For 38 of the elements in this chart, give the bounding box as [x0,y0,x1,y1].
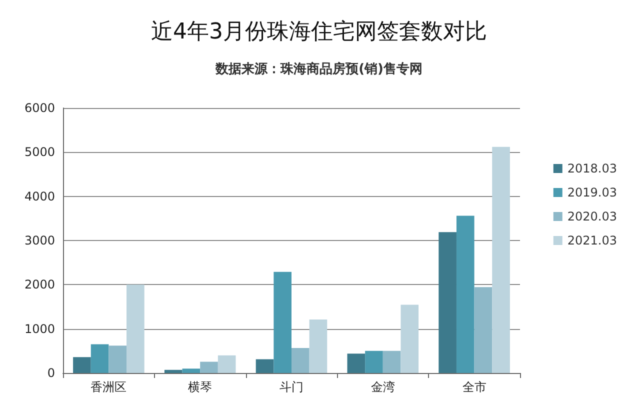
bar [474,287,492,373]
x-tick-label: 全市 [462,380,486,394]
x-tick-label: 横琴 [188,380,212,394]
bar [256,359,274,373]
y-tick-label: 2000 [24,278,55,292]
bar [456,216,474,373]
bar [274,272,292,373]
bar [309,320,328,373]
x-tick-label: 斗门 [280,380,304,394]
bar [90,344,109,373]
legend-label: 2018.03 [567,162,617,176]
y-tick-label: 4000 [24,189,55,204]
bar [382,350,401,373]
legend-label: 2020.03 [567,210,617,224]
chart-title: 近4年3月份珠海住宅网签套数对比 [151,20,487,44]
legend-label: 2019.03 [567,186,617,200]
bar [365,350,383,373]
bar [182,368,200,373]
y-tick-label: 1000 [24,322,55,336]
bar [347,354,366,373]
bar [164,370,182,373]
bar [218,355,236,373]
y-tick-label: 0 [47,366,55,380]
bar [492,146,510,373]
bar [400,304,419,373]
y-tick-label: 5000 [24,145,55,160]
bar [108,346,127,373]
chart-subtitle: 数据来源：珠海商品房预(销)售专网 [214,61,422,77]
bar [73,357,91,373]
x-tick-label: 香洲区 [90,380,127,394]
x-tick-label: 金湾 [370,380,395,394]
y-tick-label: 6000 [24,101,55,115]
bar [438,232,456,373]
bar [292,348,310,373]
bar [126,284,144,373]
y-tick-label: 3000 [24,234,55,248]
bar [200,362,218,373]
legend-label: 2021.03 [567,234,617,248]
